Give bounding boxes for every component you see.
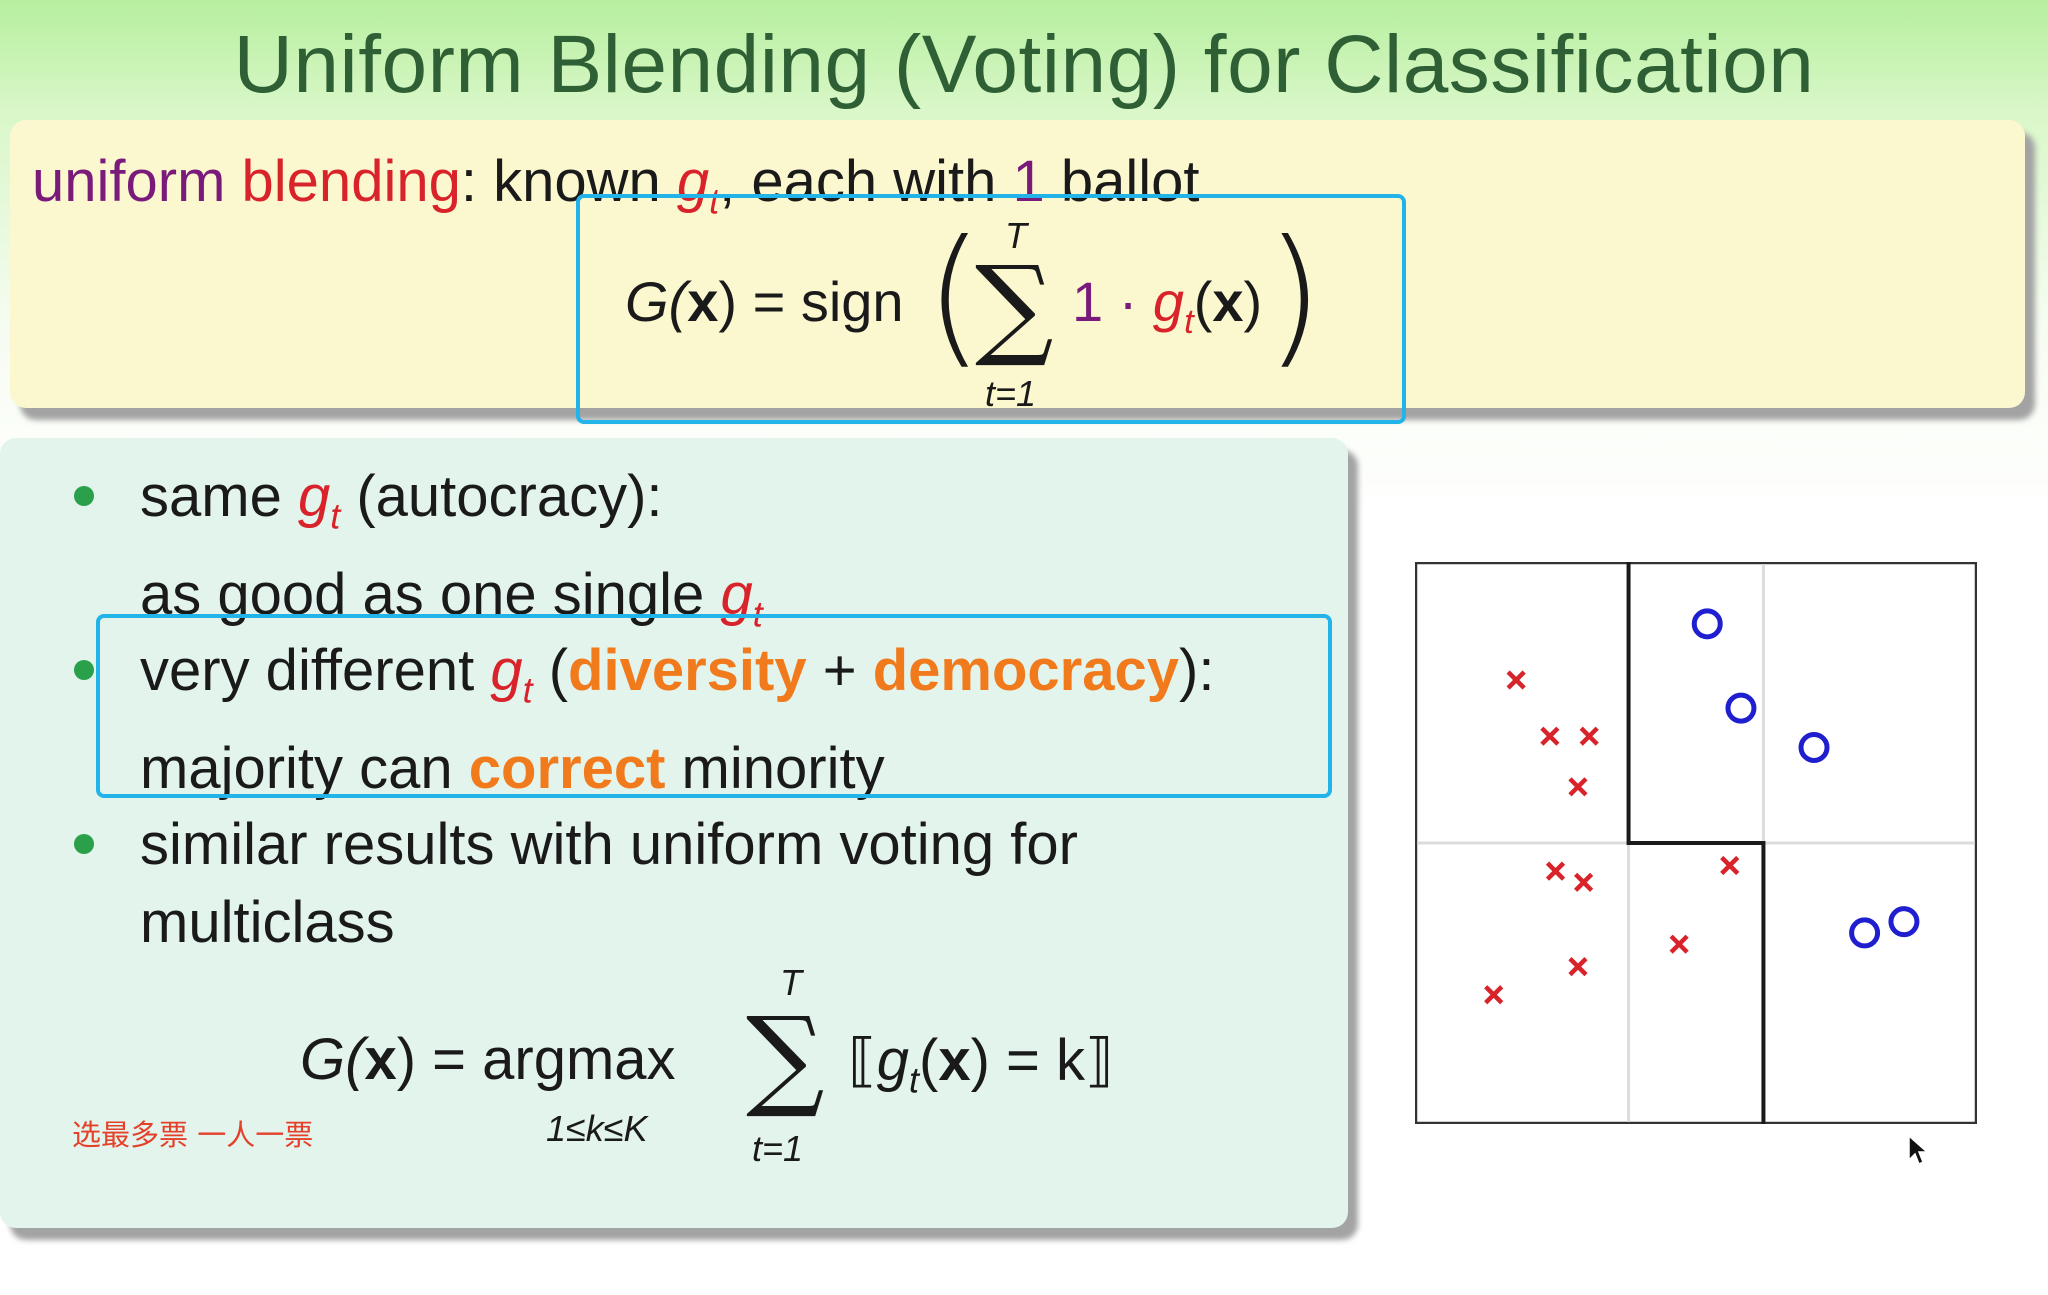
formula1-sigma: ∑ <box>975 242 1054 370</box>
formula2-lhs: G(x) = argmax <box>300 1027 676 1092</box>
voting-scatter-plot <box>1415 562 1977 1124</box>
cross-point <box>1579 726 1599 746</box>
decision-boundaries <box>1626 562 1766 1124</box>
formula2-upper-limit: T <box>780 962 802 1003</box>
definition-box: uniform blending: known gt, each with 1 … <box>10 120 2025 414</box>
bullet-multiclass-line1: similar results with uniform voting for <box>140 812 1078 877</box>
formula1-lower-limit: t=1 <box>985 373 1037 414</box>
cross-point <box>1545 861 1566 881</box>
bullet-dot <box>74 660 94 680</box>
cross-point <box>1568 957 1588 977</box>
circle-point <box>1888 906 1920 938</box>
mouse-cursor-icon <box>1908 1134 1929 1166</box>
cross-point <box>1484 985 1504 1005</box>
handwritten-note: 选最多票 一人一票 <box>72 1118 314 1152</box>
cross-point <box>1506 670 1526 690</box>
cross-point <box>1568 777 1588 797</box>
cross-point <box>1720 855 1740 876</box>
circle-point <box>1798 731 1830 763</box>
bullet-dot <box>74 486 94 506</box>
decision-boundary-line <box>1626 562 1766 1124</box>
cross-point <box>1669 934 1689 954</box>
formula1-open-paren: ( <box>925 209 984 383</box>
bullet-diversity-line2: majority can correct minority <box>140 735 885 801</box>
formula1-upper-limit: T <box>1005 215 1027 256</box>
circle-point <box>1849 917 1881 949</box>
intro-one: 1 <box>1012 149 1045 214</box>
formula2-lower-limit: t=1 <box>752 1128 804 1169</box>
bullet-multiclass-line2: multiclass <box>140 890 395 955</box>
formula2-argmax-sub: 1≤k≤K <box>546 1108 648 1149</box>
circle-point <box>1691 608 1723 640</box>
intro-text-2: , each with <box>719 149 1013 214</box>
circle-point <box>1725 692 1757 724</box>
cross-point <box>1540 726 1560 746</box>
intro-text-1: : known <box>460 149 677 214</box>
intro-line: uniform blending: known gt, each with 1 … <box>32 148 1200 223</box>
bullet-multiclass: similar results with uniform voting for … <box>74 806 1078 962</box>
formula1-body: 1 · gt(x) <box>1072 270 1263 342</box>
term-blending: blending <box>241 149 461 214</box>
formula2-body: ⟦gt(x) = k⟧ <box>848 1028 1114 1101</box>
plot-points <box>1484 608 1920 1005</box>
bullet-dot <box>74 834 94 854</box>
formula1-lhs: G(x) = sign <box>625 270 904 333</box>
diversity-highlight-box <box>96 614 1332 798</box>
formula-highlight-box <box>576 194 1406 424</box>
bullet-diversity-line1: very different gt (diversity + democracy… <box>140 638 1215 711</box>
intro-g-sub: t <box>709 180 720 222</box>
bullet-diversity: very different gt (diversity + democracy… <box>74 632 1215 808</box>
multiclass-voting-formula: G(x) = argmax 1≤k≤K T ∑ t=1 ⟦gt(x) = k⟧ <box>300 958 1200 1208</box>
properties-box: same gt (autocracy): as good as one sing… <box>0 438 1348 1228</box>
bullet-autocracy-line1: same gt (autocracy): <box>140 464 663 537</box>
formula2-sigma: ∑ <box>746 993 825 1121</box>
term-uniform: uniform <box>32 149 226 214</box>
intro-text-3: ballot <box>1044 149 1200 214</box>
formula1-close-paren: ) <box>1265 209 1324 383</box>
uniform-blending-formula: G(x) = sign ( T ∑ t=1 1 · gt(x) ) <box>625 205 1325 425</box>
slide-title: Uniform Blending (Voting) for Classifica… <box>233 19 1815 110</box>
intro-g: g <box>676 149 710 214</box>
cross-point <box>1574 872 1594 892</box>
